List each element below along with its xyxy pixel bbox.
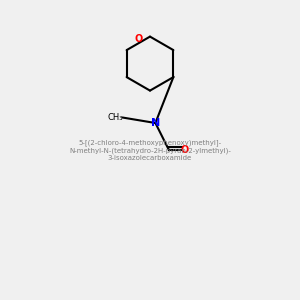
- Text: CH₃: CH₃: [107, 113, 123, 122]
- Text: N: N: [151, 118, 160, 128]
- Text: 5-[(2-chloro-4-methoxyphenoxy)methyl]-
N-methyl-N-(tetrahydro-2H-pyran-2-ylmethy: 5-[(2-chloro-4-methoxyphenoxy)methyl]- N…: [69, 140, 231, 160]
- Text: O: O: [134, 34, 142, 44]
- Text: O: O: [181, 145, 189, 155]
